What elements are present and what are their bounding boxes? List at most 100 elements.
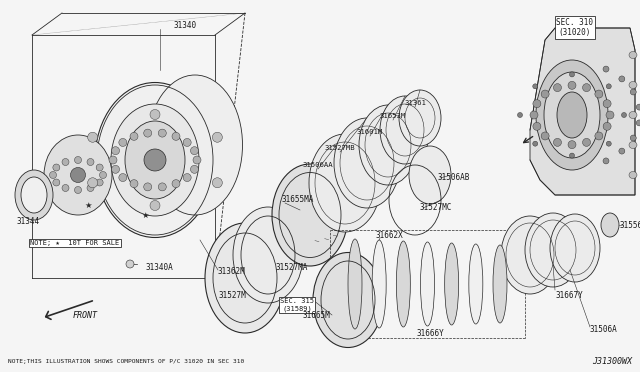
Ellipse shape (380, 96, 430, 164)
Ellipse shape (233, 207, 303, 303)
Text: 31601M: 31601M (357, 129, 383, 135)
Ellipse shape (629, 51, 637, 58)
Ellipse shape (570, 153, 575, 158)
Ellipse shape (541, 90, 549, 98)
Ellipse shape (533, 122, 541, 130)
Text: 31506A: 31506A (590, 326, 618, 334)
Ellipse shape (568, 141, 576, 149)
Ellipse shape (95, 83, 215, 237)
Text: SEC. 315
(31589): SEC. 315 (31589) (280, 298, 314, 312)
Ellipse shape (603, 122, 611, 130)
Ellipse shape (119, 138, 127, 147)
Ellipse shape (272, 164, 348, 266)
Ellipse shape (191, 147, 198, 155)
Ellipse shape (88, 178, 98, 188)
Ellipse shape (158, 183, 166, 191)
Ellipse shape (147, 75, 243, 215)
Ellipse shape (111, 104, 199, 216)
Ellipse shape (606, 84, 611, 89)
Ellipse shape (372, 240, 386, 328)
Ellipse shape (172, 132, 180, 140)
Ellipse shape (309, 134, 381, 232)
Text: 31662X: 31662X (375, 231, 403, 240)
Ellipse shape (606, 111, 614, 119)
Ellipse shape (144, 129, 152, 137)
Text: 31666Y: 31666Y (416, 328, 444, 337)
Ellipse shape (119, 174, 127, 182)
Text: 31527MB: 31527MB (324, 145, 355, 151)
Ellipse shape (493, 245, 507, 323)
Text: 31653M: 31653M (380, 113, 406, 119)
Ellipse shape (550, 214, 600, 282)
Ellipse shape (536, 60, 608, 170)
Ellipse shape (399, 90, 441, 146)
Text: ★: ★ (84, 201, 92, 209)
Ellipse shape (109, 156, 117, 164)
Ellipse shape (87, 158, 94, 166)
Ellipse shape (150, 201, 160, 211)
Ellipse shape (125, 121, 185, 199)
Ellipse shape (445, 243, 459, 325)
Ellipse shape (96, 164, 103, 171)
Ellipse shape (70, 167, 86, 183)
Text: J31300WX: J31300WX (592, 357, 632, 366)
Text: 31527MA: 31527MA (275, 263, 307, 273)
Ellipse shape (570, 72, 575, 77)
Text: 31344: 31344 (17, 218, 40, 227)
Ellipse shape (636, 120, 640, 126)
Ellipse shape (88, 132, 98, 142)
Ellipse shape (595, 132, 603, 140)
Text: 31361: 31361 (404, 100, 426, 106)
Ellipse shape (191, 165, 198, 173)
Ellipse shape (53, 179, 60, 186)
Text: 31667Y: 31667Y (555, 291, 583, 299)
Text: NOTE;THIS ILLUSTRATION SHOWS COMPONENTS OF P/C 31020 IN SEC 310: NOTE;THIS ILLUSTRATION SHOWS COMPONENTS … (8, 359, 244, 365)
Ellipse shape (420, 242, 435, 326)
Ellipse shape (348, 239, 362, 329)
Ellipse shape (629, 81, 637, 89)
Ellipse shape (130, 180, 138, 187)
Ellipse shape (630, 89, 636, 95)
Ellipse shape (554, 84, 561, 92)
Ellipse shape (469, 244, 483, 324)
Ellipse shape (313, 253, 383, 347)
Ellipse shape (636, 104, 640, 110)
Ellipse shape (532, 84, 538, 89)
Ellipse shape (183, 174, 191, 182)
Text: 31527M: 31527M (218, 291, 246, 299)
Ellipse shape (525, 213, 581, 287)
Text: SEC. 310
(31020): SEC. 310 (31020) (557, 18, 593, 38)
Ellipse shape (74, 186, 81, 193)
Ellipse shape (603, 66, 609, 72)
Ellipse shape (532, 141, 538, 146)
Text: 31655MA: 31655MA (282, 196, 314, 205)
Ellipse shape (606, 141, 611, 146)
Ellipse shape (150, 109, 160, 119)
Text: 31340: 31340 (173, 20, 196, 29)
Ellipse shape (629, 141, 637, 148)
Ellipse shape (544, 72, 600, 158)
Ellipse shape (21, 177, 47, 213)
Ellipse shape (568, 81, 576, 89)
Ellipse shape (501, 216, 559, 294)
Ellipse shape (595, 90, 603, 98)
Ellipse shape (603, 100, 611, 108)
Ellipse shape (205, 223, 285, 333)
Ellipse shape (126, 260, 134, 268)
Ellipse shape (44, 135, 112, 215)
Text: NOTE; ★  10T FOR SALE: NOTE; ★ 10T FOR SALE (30, 240, 119, 246)
Text: 31527MC: 31527MC (420, 203, 452, 212)
Ellipse shape (530, 111, 538, 119)
Ellipse shape (603, 158, 609, 164)
Ellipse shape (518, 112, 522, 118)
Ellipse shape (533, 100, 541, 108)
Ellipse shape (74, 157, 81, 164)
Ellipse shape (619, 76, 625, 82)
Ellipse shape (582, 138, 591, 147)
Ellipse shape (144, 183, 152, 191)
Ellipse shape (630, 135, 636, 141)
Ellipse shape (396, 241, 410, 327)
Ellipse shape (62, 158, 69, 166)
Ellipse shape (111, 165, 120, 173)
Ellipse shape (621, 112, 627, 118)
